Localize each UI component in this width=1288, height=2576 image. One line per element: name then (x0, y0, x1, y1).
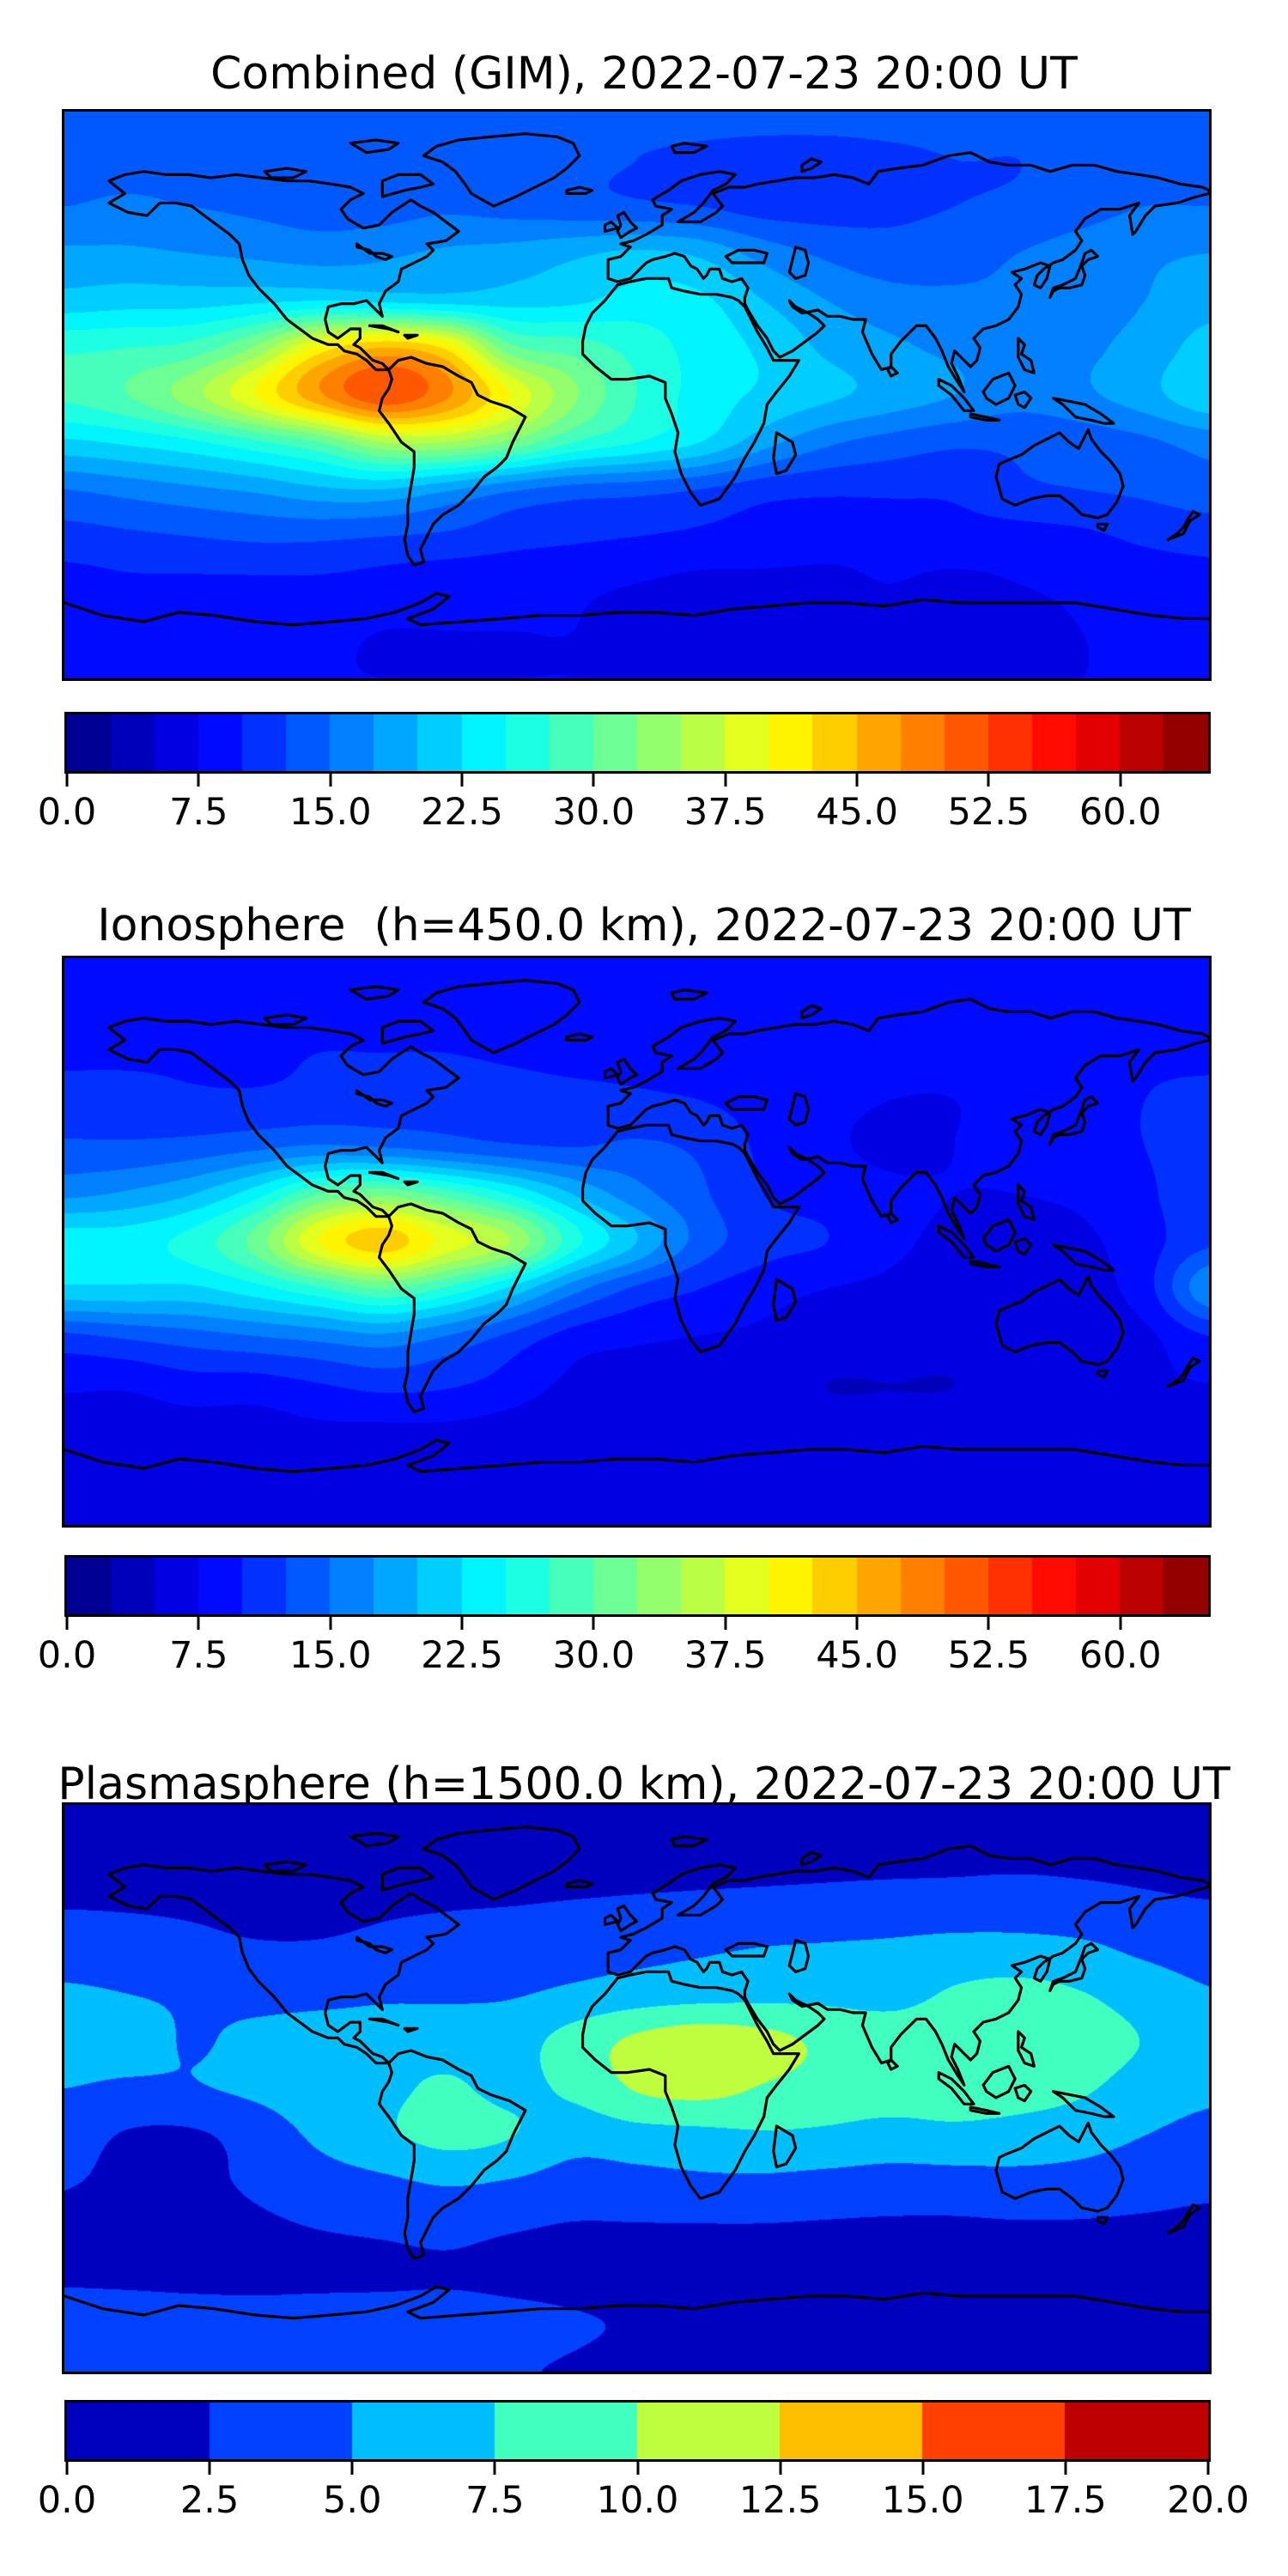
panel-title-combined: Combined (GIM), 2022-07-23 20:00 UT (210, 48, 1078, 100)
colorbar-tick-label: 2.5 (179, 2479, 240, 2522)
colorbar-tick-mark (855, 1617, 859, 1630)
colorbar-tick-mark (65, 1617, 69, 1630)
colorbar-tick-mark (1119, 774, 1122, 787)
colorbar-tick-mark (65, 2462, 69, 2475)
colorbar-tick-label: 15.0 (289, 791, 372, 834)
panel-title-plasmasphere: Plasmasphere (h=1500.0 km), 2022-07-23 2… (58, 1759, 1230, 1810)
colorbar-tick-mark (592, 774, 595, 787)
colorbar-tick-mark (197, 774, 200, 787)
world-map-plasmasphere (62, 1802, 1212, 2374)
colorbar-tick-mark (855, 774, 859, 787)
colorbar-tick-label: 37.5 (683, 791, 767, 834)
colorbar-tick-mark (1064, 2462, 1067, 2475)
colorbar-tick-mark (329, 774, 332, 787)
colorbar-tick-mark (460, 774, 464, 787)
colorbar-tick-mark (592, 1617, 595, 1630)
colorbar-tick-label: 15.0 (881, 2479, 964, 2522)
colorbar-tick-label: 5.0 (323, 2479, 382, 2522)
colorbar-tick-label: 0.0 (37, 791, 97, 834)
colorbar-tick-label: 45.0 (816, 791, 898, 834)
colorbar-combined (64, 712, 1211, 774)
colorbar-tick-mark (779, 2462, 782, 2475)
coastlines-overlay (64, 112, 1209, 678)
colorbar-tick-mark (1119, 1617, 1122, 1630)
coastline-path (64, 1827, 1209, 2318)
colorbar-tick-label: 7.5 (465, 2479, 525, 2522)
colorbar-tick-label: 7.5 (169, 791, 228, 834)
colorbar-tick-label: 20.0 (1167, 2479, 1249, 2522)
colorbar-plasmasphere (64, 2400, 1211, 2462)
colorbar-tick-mark (197, 1617, 200, 1630)
colorbar-tick-label: 7.5 (169, 1634, 228, 1677)
colorbar-tick-mark (921, 2462, 925, 2475)
colorbar-tick-label: 15.0 (289, 1634, 372, 1677)
colorbar-tick-label: 60.0 (1078, 1634, 1162, 1677)
world-map-combined (62, 109, 1212, 681)
panel-title-ionosphere: Ionosphere (h=450.0 km), 2022-07-23 20:0… (97, 900, 1191, 951)
colorbar-tick-mark (724, 1617, 727, 1630)
colorbar-tick-label: 45.0 (816, 1634, 898, 1677)
colorbar-tick-label: 17.5 (1024, 2479, 1107, 2522)
colorbar-tick-label: 22.5 (421, 791, 503, 834)
colorbar-ticks-plasmasphere: 0.0 2.5 5.0 7.5 10.0 12.5 15.0 17.5 20.0 (38, 2462, 1249, 2539)
coastline-path (64, 981, 1209, 1472)
colorbar-tick-label: 12.5 (738, 2479, 822, 2522)
colorbar-tick-mark (460, 1617, 464, 1630)
colorbar-tick-label: 52.5 (947, 1634, 1030, 1677)
coastlines-overlay (64, 1805, 1209, 2372)
colorbar-tick-label: 30.0 (552, 1634, 635, 1677)
colorbar-tick-label: 0.0 (37, 1634, 97, 1677)
colorbar-canvas-ionosphere (67, 1558, 1208, 1614)
colorbar-tick-mark (724, 774, 727, 787)
colorbar-canvas-plasmasphere (67, 2403, 1208, 2459)
colorbar-tick-mark (636, 2462, 639, 2475)
colorbar-tick-mark (329, 1617, 332, 1630)
colorbar-tick-label: 0.0 (37, 2479, 97, 2522)
colorbar-tick-label: 30.0 (552, 791, 635, 834)
coastlines-overlay (64, 958, 1209, 1525)
colorbar-tick-mark (208, 2462, 211, 2475)
colorbar-tick-mark (493, 2462, 496, 2475)
colorbar-ionosphere (64, 1555, 1211, 1617)
colorbar-tick-mark (65, 774, 69, 787)
colorbar-tick-label: 10.0 (596, 2479, 679, 2522)
colorbar-tick-label: 37.5 (683, 1634, 767, 1677)
colorbar-tick-mark (1206, 2462, 1210, 2475)
colorbar-tick-label: 60.0 (1078, 791, 1162, 834)
colorbar-tick-mark (987, 774, 990, 787)
colorbar-tick-mark (350, 2462, 354, 2475)
colorbar-tick-label: 22.5 (421, 1634, 503, 1677)
colorbar-canvas-combined (67, 714, 1208, 771)
colorbar-tick-label: 52.5 (947, 791, 1030, 834)
colorbar-ticks-ionosphere: 0.0 7.5 15.0 22.5 30.0 37.5 45.0 52.5 60.0 (38, 1617, 1208, 1694)
colorbar-ticks-combined: 0.0 7.5 15.0 22.5 30.0 37.5 45.0 52.5 60.0 (38, 774, 1208, 851)
world-map-ionosphere (62, 956, 1212, 1528)
colorbar-tick-mark (987, 1617, 990, 1630)
coastline-path (64, 134, 1209, 625)
